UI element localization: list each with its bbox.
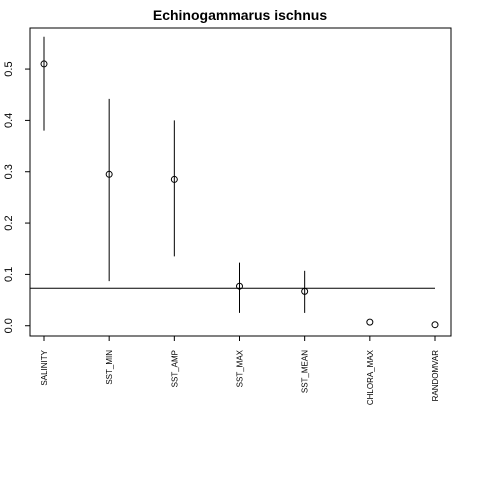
x-tick-label: SST_MAX bbox=[236, 349, 245, 387]
x-tick-label: SALINITY bbox=[40, 349, 49, 385]
y-tick-label: 0.0 bbox=[3, 318, 15, 333]
x-tick-label: RANDOMVAR bbox=[431, 350, 440, 402]
y-tick-label: 0.4 bbox=[3, 113, 15, 128]
data-point bbox=[170, 175, 178, 183]
y-tick-label: 0.2 bbox=[3, 215, 15, 230]
x-tick-label: SST_AMP bbox=[170, 350, 179, 387]
x-tick-label: SST_MIN bbox=[105, 350, 114, 385]
y-tick-label: 0.5 bbox=[3, 61, 15, 76]
data-point bbox=[301, 287, 309, 295]
x-tick-label: SST_MEAN bbox=[301, 350, 310, 393]
y-tick-label: 0.3 bbox=[3, 164, 15, 179]
chart-title: Echinogammarus ischnus bbox=[153, 7, 327, 23]
data-point bbox=[40, 60, 48, 68]
plot-area: 0.0 0.1 0.2 0.3 0.4 0.5 SALINITY SST_MIN SST_AMP… bbox=[3, 27, 452, 405]
data-point bbox=[431, 321, 439, 329]
data-point bbox=[366, 318, 374, 326]
data-point bbox=[236, 282, 243, 290]
y-tick-label: 0.1 bbox=[3, 267, 15, 282]
data-point bbox=[105, 170, 113, 178]
plot-frame bbox=[29, 27, 452, 337]
x-tick-label: CHLORA_MAX bbox=[366, 349, 375, 405]
